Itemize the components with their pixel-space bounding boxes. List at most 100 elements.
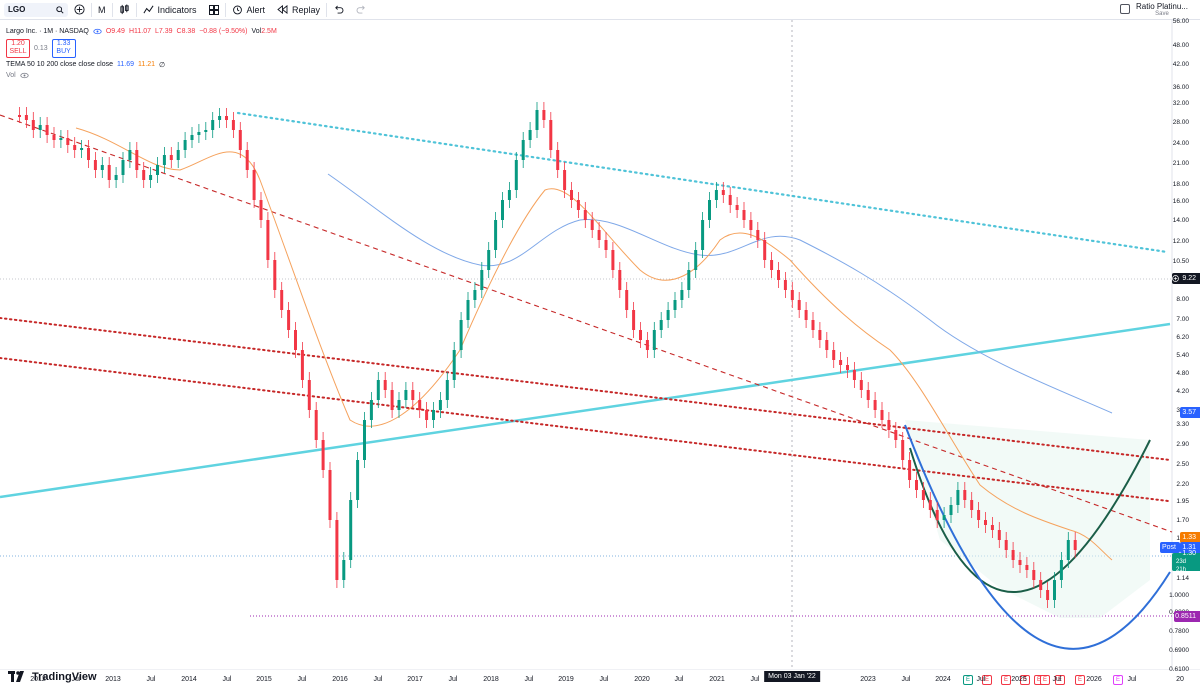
candle-body	[142, 170, 146, 180]
buy-button[interactable]: 1.33 BUY	[51, 38, 76, 58]
price-tag-130-text: 1.30	[1182, 550, 1196, 557]
candle-body	[307, 380, 311, 410]
time-tick: 2024	[935, 676, 951, 683]
candle-body	[438, 400, 442, 410]
symbol-search[interactable]: LGO	[4, 2, 68, 17]
undo-icon	[333, 5, 344, 14]
price-tick: 36.00	[1172, 84, 1189, 91]
candle-body	[583, 210, 587, 220]
chart-type-button[interactable]	[113, 0, 136, 20]
candle-body	[459, 320, 463, 350]
candle-body	[756, 230, 760, 240]
candle-body	[418, 400, 422, 410]
earnings-event-marker[interactable]: E	[963, 675, 973, 685]
earnings-event-marker[interactable]: E	[1020, 675, 1030, 685]
candles-group	[18, 102, 1077, 608]
post-label: Post	[1161, 544, 1176, 551]
candle-body	[294, 330, 297, 350]
replay-button[interactable]: Replay	[271, 0, 326, 20]
candle-body	[915, 480, 918, 490]
eye-icon[interactable]	[93, 28, 102, 35]
chart-canvas[interactable]	[0, 20, 1200, 671]
price-tick: 2.90	[1176, 441, 1189, 448]
tradingview-logo[interactable]: TradingView	[8, 671, 97, 683]
candle-body	[18, 115, 21, 117]
candle-body	[52, 135, 56, 140]
earnings-event-marker[interactable]: E	[1113, 675, 1123, 685]
candle-body	[59, 138, 63, 140]
indicators-button[interactable]: Indicators	[137, 0, 203, 20]
buy-label: BUY	[56, 48, 71, 55]
toolbar-divider	[224, 2, 226, 17]
candle-body	[549, 120, 553, 150]
price-tick: 6.20	[1176, 334, 1189, 341]
price-tick: 1.95	[1176, 498, 1189, 505]
candle-body	[45, 125, 49, 135]
projection-zone	[905, 420, 1150, 618]
candle-body	[880, 410, 884, 420]
redo-button[interactable]	[350, 0, 373, 20]
candle-body	[701, 220, 705, 250]
symbol-text: LGO	[8, 5, 26, 14]
tema-label: TEMA 50 10 200 close close close	[6, 61, 114, 68]
cup-arc-blue[interactable]	[904, 424, 1171, 650]
candles-icon	[119, 4, 130, 15]
vol-row[interactable]: Vol	[6, 70, 277, 81]
eye-hidden-icon[interactable]	[20, 72, 29, 79]
ratio-checkbox[interactable]	[1119, 4, 1130, 14]
grid-icon	[208, 4, 219, 15]
time-tick: 2013	[105, 676, 121, 683]
sell-button[interactable]: 1.20 SELL	[6, 38, 30, 58]
earnings-event-marker[interactable]: E	[982, 675, 992, 685]
top-toolbar: LGO M Indicators	[0, 0, 1200, 20]
candle-body	[921, 490, 925, 500]
earnings-event-marker[interactable]: E	[1040, 675, 1050, 685]
plus-icon[interactable]	[1172, 275, 1180, 282]
time-crosshair-label: Mon 03 Jan '22	[764, 671, 820, 682]
ratio-layout-button[interactable]: Ratio Platinu... Save	[1119, 2, 1188, 17]
interval-button[interactable]: M	[92, 0, 112, 20]
alarm-clock-icon	[232, 4, 243, 15]
rewind-icon	[277, 5, 288, 14]
time-tick: 2017	[407, 676, 423, 683]
candle-body	[604, 240, 608, 250]
dotted-trendline-lower[interactable]	[0, 357, 1169, 502]
candle-body	[1073, 540, 1077, 550]
candle-body	[611, 250, 615, 270]
event-label: E	[1077, 677, 1082, 683]
layouts-button[interactable]	[203, 0, 225, 20]
price-tick: 16.00	[1172, 198, 1189, 205]
legend-title[interactable]: Largo Inc. · 1M · NASDAQ	[6, 28, 89, 35]
descending-dashed-trendline[interactable]	[0, 114, 1173, 533]
rising-trendline[interactable]	[0, 322, 1171, 499]
candle-body	[335, 520, 339, 580]
candle-body	[1004, 540, 1008, 550]
candle-body	[473, 290, 477, 300]
candle-body	[245, 150, 249, 170]
buy-price: 1.33	[56, 40, 71, 47]
ema-line	[75, 127, 1113, 561]
price-chart[interactable]: Largo Inc. · 1M · NASDAQ O9.49 H11.07 L7…	[0, 18, 1200, 685]
compare-button[interactable]	[68, 0, 91, 20]
price-tick: 7.00	[1176, 316, 1189, 323]
earnings-event-marker[interactable]: E	[1055, 675, 1065, 685]
alert-button[interactable]: Alert	[226, 0, 272, 20]
tema-row[interactable]: TEMA 50 10 200 close close close 11.69 1…	[6, 59, 277, 70]
time-axis[interactable]: 2012 Jul 2013 Jul 2014 Jul 2015 Jul 2016 Jul 2017 J…	[0, 670, 1200, 690]
candle-body	[314, 410, 318, 440]
time-tick: 2026	[1086, 676, 1102, 683]
candle-body	[287, 310, 291, 330]
dotted-trendline-upper[interactable]	[0, 317, 1171, 461]
save-label[interactable]: Save	[1155, 11, 1169, 17]
toolbar-divider	[135, 2, 137, 17]
earnings-event-marker[interactable]: E	[1001, 675, 1011, 685]
candle-body	[231, 120, 235, 130]
dotted-resistance-line[interactable]	[236, 111, 1169, 254]
candle-body	[763, 240, 767, 260]
candle-body	[521, 140, 525, 160]
price-tick: 32.00	[1172, 100, 1189, 107]
undo-button[interactable]	[327, 0, 350, 20]
earnings-event-marker[interactable]: E	[1075, 675, 1085, 685]
candle-body	[680, 290, 684, 300]
candle-body	[411, 390, 415, 400]
